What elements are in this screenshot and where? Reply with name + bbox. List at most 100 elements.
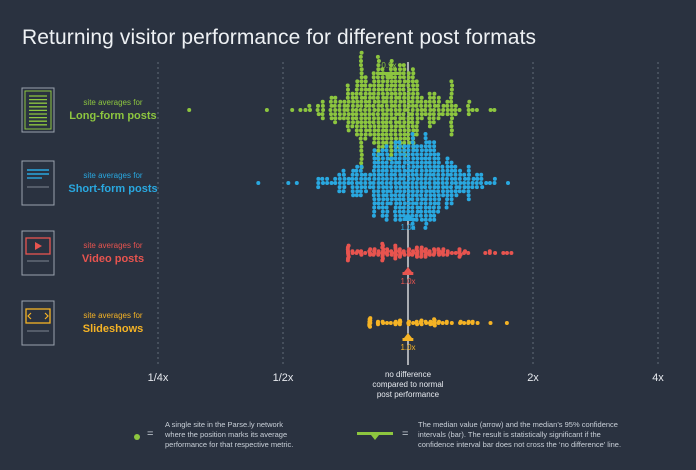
median-label: 1.0x xyxy=(400,277,415,286)
row-label-big: Slideshows xyxy=(82,323,144,335)
site-dot xyxy=(504,321,509,325)
site-dot xyxy=(406,128,411,133)
site-dot xyxy=(372,108,377,112)
site-dot xyxy=(436,156,441,161)
site-dot xyxy=(436,247,441,252)
site-dot xyxy=(414,181,419,185)
site-dot xyxy=(436,209,441,214)
site-dot xyxy=(368,172,373,177)
site-dot xyxy=(381,140,386,145)
site-dot xyxy=(410,193,415,198)
document-short-icon xyxy=(21,160,55,206)
site-dot xyxy=(467,99,472,104)
site-dot xyxy=(428,95,432,100)
site-dot xyxy=(410,116,415,121)
site-dot xyxy=(381,193,386,198)
site-dot xyxy=(350,103,355,108)
site-dot xyxy=(329,103,334,108)
site-dot xyxy=(427,156,432,161)
site-dot xyxy=(432,144,437,149)
slideshow-icon xyxy=(21,300,55,346)
site-dot xyxy=(419,112,424,117)
site-dot xyxy=(384,164,389,169)
site-dot xyxy=(376,136,381,141)
site-dot xyxy=(458,181,463,185)
site-dot xyxy=(393,168,398,173)
site-dot xyxy=(337,172,342,177)
site-dot xyxy=(401,213,406,218)
site-dot xyxy=(402,181,407,185)
site-dot xyxy=(436,176,441,181)
site-dot xyxy=(290,108,295,112)
site-dot xyxy=(359,132,364,137)
site-dot xyxy=(436,205,441,210)
site-dot xyxy=(411,87,416,92)
site-dot xyxy=(402,103,407,108)
site-dot xyxy=(488,108,493,112)
site-dot xyxy=(367,112,372,117)
site-dot xyxy=(376,116,381,121)
site-dot xyxy=(410,185,415,190)
site-dot xyxy=(384,120,389,125)
site-dot xyxy=(393,205,398,210)
site-dot xyxy=(388,67,393,72)
site-dot xyxy=(398,91,403,96)
site-dot xyxy=(402,201,407,206)
legend-dot xyxy=(134,434,140,440)
site-dot xyxy=(371,252,376,257)
legend-median-arrow xyxy=(371,435,379,440)
site-dot xyxy=(406,252,411,257)
site-dot xyxy=(410,132,415,136)
site-dot xyxy=(432,323,437,328)
site-dot xyxy=(389,128,394,133)
site-dot xyxy=(376,249,381,254)
site-dot xyxy=(388,181,393,185)
site-dot xyxy=(393,83,398,88)
site-dot xyxy=(475,172,480,177)
site-dot xyxy=(345,95,350,100)
site-dot xyxy=(436,201,441,206)
site-dot xyxy=(384,172,389,177)
site-dot xyxy=(376,120,381,125)
site-dot xyxy=(355,164,360,169)
site-dot xyxy=(372,132,377,137)
site-dot xyxy=(401,83,406,88)
site-dot xyxy=(376,322,380,327)
site-dot xyxy=(358,189,363,194)
site-dot xyxy=(321,108,326,112)
site-dot xyxy=(384,148,389,153)
legend-dot-text-line: A single site in the Parse.ly network xyxy=(165,420,283,429)
site-dot xyxy=(393,75,397,80)
site-dot xyxy=(397,103,402,108)
site-dot xyxy=(474,108,479,112)
site-dot xyxy=(415,197,420,202)
site-dot xyxy=(406,132,411,137)
site-dot xyxy=(341,116,346,121)
site-dot xyxy=(380,201,385,206)
site-dot xyxy=(398,144,402,149)
site-dot xyxy=(419,99,424,104)
site-dot xyxy=(333,176,338,181)
site-dot xyxy=(427,249,432,254)
site-dot xyxy=(393,67,398,72)
site-dot xyxy=(406,83,411,88)
site-dot xyxy=(419,116,424,121)
site-dot xyxy=(354,108,359,112)
site-dot xyxy=(380,120,385,125)
site-dot xyxy=(479,176,484,181)
site-dot xyxy=(423,197,428,202)
site-dot xyxy=(355,189,360,194)
site-dot xyxy=(333,95,338,100)
site-dot xyxy=(415,322,420,327)
site-dot xyxy=(402,67,407,72)
site-dot xyxy=(445,168,450,173)
site-dot xyxy=(415,108,420,112)
site-dot xyxy=(432,103,437,108)
site-dot xyxy=(402,132,407,137)
site-dot xyxy=(367,185,372,190)
site-dot xyxy=(431,189,436,194)
site-dot xyxy=(423,112,428,117)
site-dot xyxy=(466,193,471,198)
site-dot xyxy=(458,319,463,324)
site-dot xyxy=(424,189,429,194)
